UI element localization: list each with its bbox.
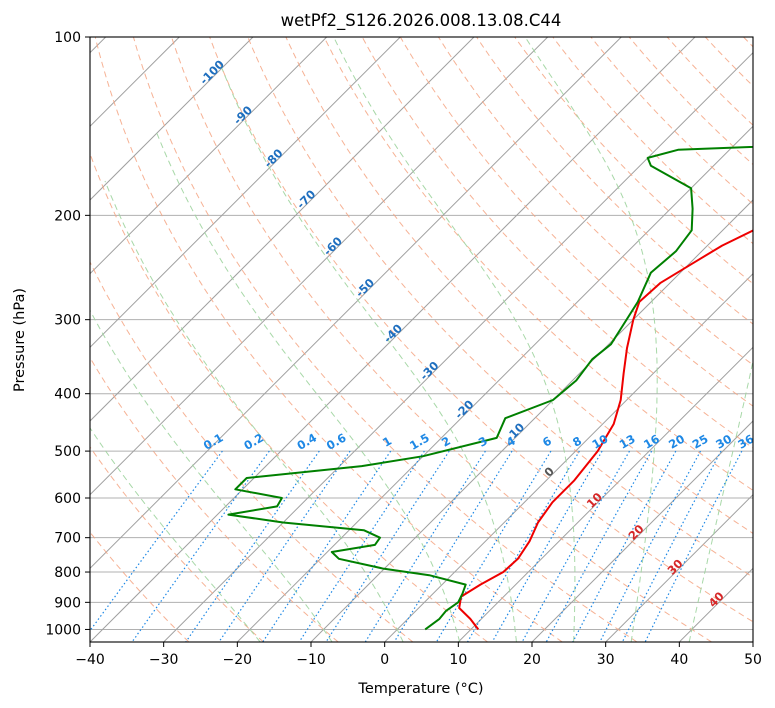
dry-adiabat-line	[285, 37, 753, 534]
dry-adiabat-line	[171, 37, 712, 642]
x-tick-label: −20	[223, 652, 253, 668]
isotherm-line	[752, 641, 753, 642]
mixing-ratio-label: 25	[690, 432, 711, 452]
mixing-ratio-label: 13	[617, 432, 638, 452]
dry-adiabat-line	[90, 152, 488, 642]
mixing-ratio-line	[491, 450, 603, 642]
x-tick-label: 20	[523, 652, 541, 668]
temperature-profile	[458, 229, 753, 631]
mixing-ratio-line	[572, 450, 677, 642]
y-axis-title: Pressure (hPa)	[12, 288, 28, 392]
isotherm-line	[90, 37, 328, 275]
isotherm-line	[90, 37, 549, 496]
y-tick-label: 100	[54, 30, 81, 46]
x-tick-label: 40	[670, 652, 688, 668]
x-tick-label: −40	[75, 652, 105, 668]
dry-adiabat-line	[437, 37, 753, 366]
moist-adiabat-line	[688, 358, 753, 642]
dry-adiabat-line	[399, 37, 753, 407]
y-tick-label: 600	[54, 491, 81, 507]
dry-adiabat-line	[247, 37, 753, 578]
mixing-ratio-line	[90, 450, 223, 632]
y-tick-label: 400	[54, 387, 81, 403]
x-tick-label: 0	[380, 652, 389, 668]
y-tick-label: 200	[54, 208, 81, 224]
dry-adiabat-line	[514, 37, 753, 285]
dry-adiabat-line	[209, 37, 753, 623]
isotherm-line	[90, 37, 254, 201]
mixing-ratio-label: 10	[590, 432, 611, 452]
isotherm-line	[90, 37, 475, 422]
mixing-ratio-label: 16	[641, 432, 662, 452]
dewpoint-profile	[227, 145, 753, 631]
chart-title: wetPf2_S126.2026.008.13.08.C44	[281, 11, 562, 31]
mixing-ratio-line	[262, 450, 392, 642]
mixing-ratio-line	[621, 450, 722, 642]
isotherm-line	[605, 493, 753, 642]
mixing-ratio-line	[599, 450, 702, 642]
plot-frame	[89, 36, 754, 643]
x-tick-label: 10	[449, 652, 467, 668]
x-tick-label: 30	[597, 652, 615, 668]
mixing-ratio-line	[393, 450, 513, 642]
x-axis-title: Temperature (°C)	[357, 681, 483, 697]
y-tick-label: 900	[54, 595, 81, 611]
moist-adiabat-line	[104, 180, 404, 642]
mixing-ratio-label: 20	[666, 432, 687, 452]
dry-adiabat-line	[132, 37, 638, 642]
x-tick-label: −30	[149, 652, 179, 668]
y-tick-label: 500	[54, 444, 81, 460]
moist-adiabat-line	[333, 37, 576, 642]
y-tick-label: 1000	[45, 622, 81, 638]
background-lines	[90, 37, 753, 642]
data-lines	[227, 145, 753, 631]
mixing-ratio-line	[644, 450, 743, 642]
isotherm-line	[384, 272, 753, 642]
x-tick-label: 50	[744, 652, 762, 668]
dry-adiabat-line	[361, 37, 753, 449]
moist-adiabat-line	[90, 427, 261, 642]
dry-adiabat-line	[552, 37, 753, 245]
isotherm-line	[457, 346, 753, 642]
mixing-ratio-line	[185, 450, 320, 642]
isotherm-line	[90, 37, 401, 349]
moist-adiabat-line	[524, 37, 658, 642]
mixing-ratio-label: 30	[713, 432, 734, 452]
plot-area	[90, 37, 753, 642]
y-tick-label: 800	[54, 565, 81, 581]
dry-adiabat-line	[90, 446, 264, 642]
moist-adiabat-line	[218, 61, 517, 642]
mixing-ratio-line	[298, 450, 425, 642]
mixing-ratio-line	[521, 450, 631, 642]
mixing-ratio-line	[545, 450, 653, 642]
isotherm-line	[163, 51, 753, 642]
y-tick-label: 700	[54, 531, 81, 547]
moist-adiabat-line	[156, 132, 461, 642]
isotherm-line	[90, 37, 622, 570]
isotherm-line	[236, 125, 753, 642]
isotherm-line	[90, 37, 696, 642]
mixing-ratio-label: 36	[735, 432, 756, 452]
y-tick-label: 300	[54, 313, 81, 329]
axes: −40 −30 −20 −10 0 10 20 30 40 50 100 200 300 400 500 60…	[45, 30, 762, 668]
moist-adiabat-line	[90, 309, 333, 642]
x-tick-label: −10	[296, 652, 326, 668]
dry-adiabat-line	[90, 260, 414, 642]
isotherm-line	[531, 420, 753, 642]
dry-adiabat-line	[590, 37, 753, 205]
mixing-ratio-line	[218, 450, 351, 642]
